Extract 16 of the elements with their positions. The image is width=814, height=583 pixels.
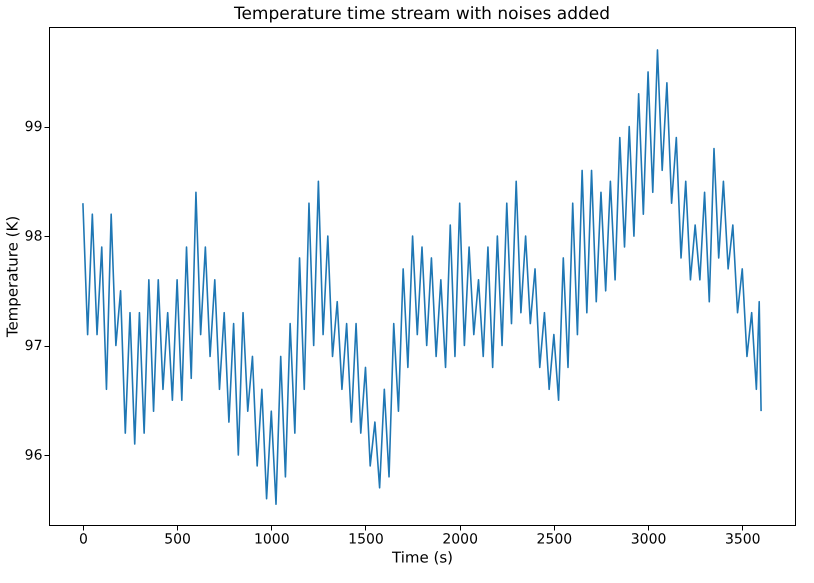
x-tick-label: 1500: [348, 532, 384, 548]
x-tick-label: 3500: [724, 532, 761, 548]
y-tick-label: 96: [24, 447, 43, 464]
x-tick-label: 2500: [536, 532, 572, 548]
y-tick-label: 97: [24, 338, 42, 354]
y-axis-title: Temperature (K): [4, 216, 22, 338]
chart-title: Temperature time stream with noises added: [232, 4, 610, 24]
x-tick-label: 3000: [630, 532, 666, 548]
x-tick-label: 500: [164, 532, 191, 548]
y-tick-label: 99: [24, 119, 42, 136]
line-series: [82, 49, 762, 506]
x-tick-label: 0: [78, 532, 88, 548]
x-tick-label: 2000: [442, 532, 478, 548]
x-axis-title: Time (s): [391, 548, 453, 566]
y-tick-label: 98: [24, 228, 42, 245]
x-tick-label: 1000: [254, 532, 290, 548]
